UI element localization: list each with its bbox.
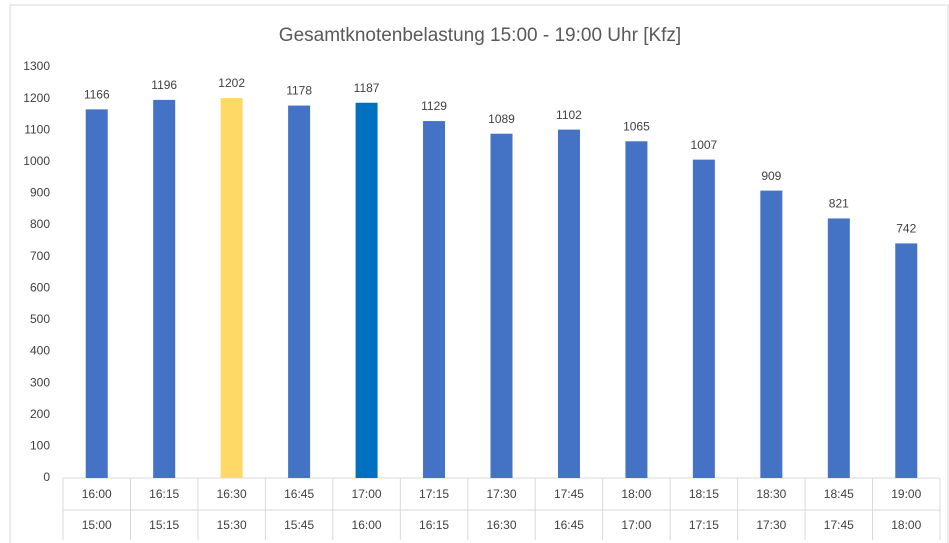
bar bbox=[85, 109, 108, 478]
y-tick-label: 0 bbox=[43, 470, 50, 484]
x-tick-sublabel: 17:30 bbox=[756, 518, 786, 532]
y-tick-label: 600 bbox=[30, 280, 50, 294]
x-tick-sublabel: 17:00 bbox=[621, 518, 651, 532]
x-tick-label: 18:30 bbox=[756, 487, 786, 501]
y-tick-label: 1100 bbox=[24, 122, 50, 136]
data-label: 821 bbox=[829, 197, 849, 211]
data-label: 1065 bbox=[623, 119, 650, 133]
bar bbox=[220, 97, 243, 478]
bar bbox=[760, 190, 783, 478]
data-label: 1187 bbox=[354, 81, 380, 95]
x-tick-sublabel: 16:45 bbox=[554, 518, 584, 532]
bar bbox=[153, 99, 176, 478]
y-tick-label: 900 bbox=[30, 186, 50, 200]
y-tick-label: 500 bbox=[30, 312, 50, 326]
bar bbox=[490, 133, 513, 478]
x-tick-label: 16:30 bbox=[217, 487, 247, 501]
x-tick-sublabel: 15:15 bbox=[149, 518, 179, 532]
data-label: 1129 bbox=[421, 99, 447, 113]
bar bbox=[288, 105, 311, 478]
data-label: 1089 bbox=[488, 112, 515, 126]
x-tick-label: 19:00 bbox=[891, 487, 921, 501]
x-tick-sublabel: 18:00 bbox=[891, 518, 921, 532]
x-tick-label: 18:00 bbox=[621, 487, 651, 501]
x-tick-label: 18:45 bbox=[824, 487, 854, 501]
bar bbox=[423, 121, 446, 478]
x-tick-sublabel: 17:45 bbox=[824, 518, 854, 532]
chart-title: Gesamtknotenbelastung 15:00 - 19:00 Uhr … bbox=[279, 25, 681, 46]
y-tick-label: 1300 bbox=[23, 59, 50, 73]
x-tick-label: 17:30 bbox=[486, 487, 516, 501]
x-tick-sublabel: 15:30 bbox=[217, 518, 247, 532]
y-tick-label: 700 bbox=[30, 249, 50, 263]
data-label: 909 bbox=[761, 169, 781, 183]
x-tick-sublabel: 16:15 bbox=[419, 518, 449, 532]
x-tick-label: 17:45 bbox=[554, 487, 584, 501]
x-tick-sublabel: 17:15 bbox=[689, 518, 719, 532]
y-tick-label: 400 bbox=[30, 344, 50, 358]
y-tick-label: 100 bbox=[30, 439, 50, 453]
x-tick-label: 16:45 bbox=[284, 487, 314, 501]
x-tick-label: 17:15 bbox=[419, 487, 449, 501]
x-tick-label: 16:15 bbox=[149, 487, 179, 501]
y-tick-label: 200 bbox=[30, 407, 50, 421]
x-tick-sublabel: 15:45 bbox=[284, 518, 314, 532]
bar bbox=[692, 159, 715, 479]
bar bbox=[557, 129, 580, 479]
bar bbox=[827, 218, 850, 479]
y-tick-label: 1200 bbox=[23, 91, 50, 105]
bar bbox=[895, 243, 918, 478]
x-tick-sublabel: 15:00 bbox=[82, 518, 112, 532]
y-tick-label: 800 bbox=[30, 217, 50, 231]
bar bbox=[625, 141, 648, 479]
y-tick-label: 300 bbox=[30, 375, 50, 389]
x-tick-label: 16:00 bbox=[82, 487, 112, 501]
data-label: 1178 bbox=[286, 84, 312, 98]
data-label: 1196 bbox=[151, 78, 177, 92]
data-label: 1102 bbox=[556, 108, 582, 122]
x-tick-label: 18:15 bbox=[689, 487, 719, 501]
data-label: 1166 bbox=[84, 88, 110, 102]
data-label: 1202 bbox=[218, 76, 245, 90]
data-label: 742 bbox=[896, 222, 916, 236]
x-tick-label: 17:00 bbox=[352, 487, 382, 501]
x-tick-sublabel: 16:30 bbox=[486, 518, 516, 532]
data-label: 1007 bbox=[691, 138, 718, 152]
bar bbox=[355, 102, 378, 478]
y-tick-label: 1000 bbox=[23, 154, 50, 168]
x-tick-sublabel: 16:00 bbox=[352, 518, 382, 532]
